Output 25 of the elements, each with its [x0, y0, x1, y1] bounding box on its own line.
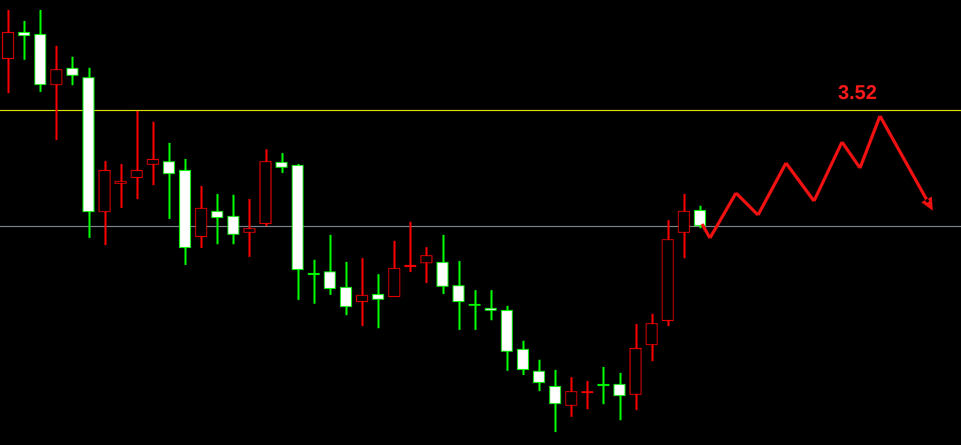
text: 3.52 — [838, 82, 877, 105]
candlestick — [130, 110, 143, 200]
candlestick — [372, 273, 384, 330]
candlestick — [549, 368, 562, 433]
candlestick — [243, 198, 256, 258]
candlestick — [114, 163, 127, 209]
candlestick — [484, 289, 497, 322]
candlestick — [678, 192, 690, 260]
candlestick — [308, 258, 320, 305]
candlestick — [404, 220, 416, 274]
candlestick — [146, 120, 159, 186]
candlestick — [356, 257, 368, 328]
candlestick — [340, 260, 352, 316]
candlestick — [597, 366, 610, 406]
candlestick — [646, 312, 658, 362]
candlestick — [436, 234, 449, 296]
candlestick — [211, 192, 224, 246]
candlestick — [516, 340, 529, 376]
candlestick — [613, 372, 626, 422]
candlestick — [324, 234, 336, 296]
candlestick — [18, 20, 30, 61]
candlestick — [452, 260, 465, 331]
candlestick — [66, 56, 78, 86]
candlestick — [162, 142, 175, 220]
candlestick — [276, 152, 288, 174]
